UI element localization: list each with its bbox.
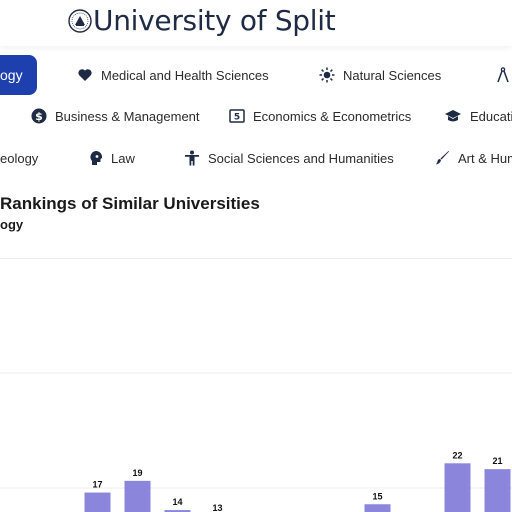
category-tab-label: ogy — [0, 67, 23, 83]
category-tab-label: Educati — [470, 108, 512, 124]
category-tab-active[interactable]: ogy — [0, 55, 37, 95]
category-tab-social[interactable]: Social Sciences and Humanities — [184, 147, 394, 169]
head-icon — [90, 151, 102, 165]
chart-data-label: 14 — [172, 497, 182, 507]
person-icon — [185, 150, 199, 166]
category-tab-label: Medical and Health Sciences — [101, 67, 269, 83]
category-tab-engineering[interactable] — [496, 64, 510, 86]
graduation-cap-icon — [445, 110, 461, 122]
svg-text:$: $ — [35, 110, 43, 123]
chart-data-label: 15 — [372, 491, 382, 501]
chart-bar[interactable] — [164, 510, 191, 512]
category-tab-label: eology — [0, 150, 39, 166]
heart-icon — [78, 69, 92, 81]
money-icon: 5 — [229, 109, 245, 123]
category-tab-natural[interactable]: Natural Sciences — [319, 64, 441, 86]
category-tab-theology[interactable]: eology — [0, 147, 38, 169]
chart-data-label: 21 — [492, 456, 502, 466]
page-title: University of Split — [93, 4, 336, 37]
dollar-icon: $ — [31, 108, 47, 124]
category-tab-label: Art & Hum — [458, 150, 512, 166]
category-tab-medical[interactable]: Medical and Health Sciences — [77, 64, 269, 86]
category-tab-label: Natural Sciences — [343, 67, 442, 83]
site-header: University of Split — [0, 0, 512, 46]
chart-bar[interactable] — [484, 469, 511, 512]
chart-data-label: 17 — [92, 480, 102, 490]
section-title: Rankings of Similar Universities — [0, 194, 260, 213]
chart-bar[interactable] — [444, 463, 471, 512]
category-tab-label: Law — [111, 150, 135, 166]
chart-bar[interactable] — [364, 504, 391, 512]
university-seal-icon — [68, 9, 92, 33]
category-tab-label: Economics & Econometrics — [253, 108, 412, 124]
chart-data-label: 13 — [212, 503, 222, 512]
chart-bar[interactable] — [124, 480, 151, 512]
category-tab-economics[interactable]: 5 Economics & Econometrics — [229, 105, 411, 127]
category-tab-arts[interactable]: Art & Hum — [434, 147, 512, 169]
chart-bar[interactable] — [84, 492, 111, 512]
category-tab-label: Business & Management — [55, 108, 200, 124]
svg-text:5: 5 — [234, 113, 240, 123]
sun-icon — [319, 67, 335, 83]
rankings-bar-chart: 1719141315102221 — [0, 372, 512, 512]
chart-data-label: 19 — [132, 468, 142, 478]
category-tab-label: Social Sciences and Humanities — [208, 150, 394, 166]
category-tab-business[interactable]: $ Business & Management — [31, 105, 200, 127]
brush-icon — [436, 151, 449, 165]
category-tab-education[interactable]: Educati — [444, 105, 512, 127]
chart-data-label: 22 — [452, 450, 462, 460]
divider — [0, 258, 512, 259]
category-tab-law[interactable]: Law — [89, 147, 135, 169]
compass-icon — [497, 67, 509, 83]
section-subtitle: ogy — [0, 217, 24, 232]
